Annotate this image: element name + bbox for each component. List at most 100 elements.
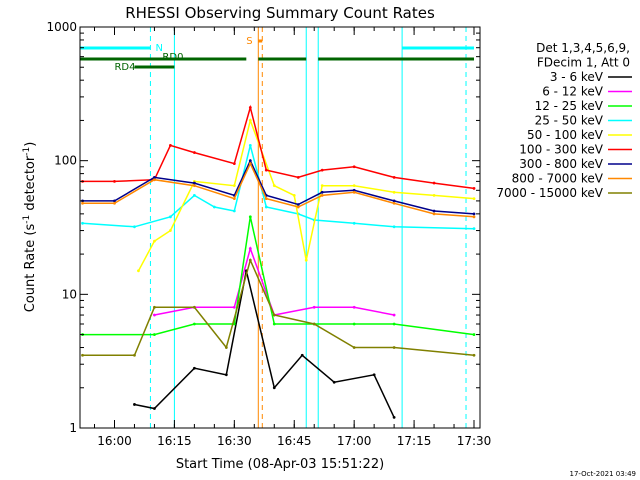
series-point-1-3 <box>248 247 252 250</box>
series-point-4-9 <box>320 184 324 188</box>
series-point-2-8 <box>392 322 396 326</box>
legend-header-0: Det 1,3,4,5,6,9, <box>536 41 630 55</box>
series-point-6-5 <box>248 159 252 163</box>
series-point-6-1 <box>113 199 116 203</box>
y-tick-label-2: 100 <box>54 154 77 168</box>
legend-label-6: 300 - 800 keV <box>519 157 603 171</box>
series-point-0-6 <box>300 353 304 357</box>
x-tick-label-2: 16:30 <box>217 434 252 448</box>
series-point-1-7 <box>392 313 396 317</box>
series-point-5-9 <box>320 168 324 172</box>
legend-label-0: 3 - 6 keV <box>550 70 604 84</box>
legend-header-1: FDecim 1, Att 0 <box>537 56 630 70</box>
series-point-7-11 <box>432 212 436 216</box>
series-point-5-11 <box>392 175 396 179</box>
series-point-3-11 <box>392 225 396 229</box>
series-point-3-7 <box>264 205 268 209</box>
series-point-8-4 <box>224 346 228 349</box>
series-line-8 <box>82 257 475 357</box>
series-point-4-11 <box>392 190 396 194</box>
series-point-6-9 <box>352 188 356 192</box>
series-point-0-3 <box>224 373 228 377</box>
y-axis-label-main: Count Rate (s <box>23 224 38 313</box>
legend-label-5: 100 - 300 keV <box>519 143 603 157</box>
series-point-5-7 <box>264 168 268 172</box>
chart-title: RHESSI Observing Summary Count Rates <box>125 4 435 22</box>
legend-label-2: 12 - 25 keV <box>535 99 604 113</box>
series-point-6-12 <box>472 212 476 216</box>
legend-label-8: 7000 - 15000 keV <box>496 186 603 200</box>
x-tick-label-1: 16:15 <box>157 434 192 448</box>
series-point-4-4 <box>232 184 236 188</box>
series-point-4-13 <box>472 197 476 201</box>
annotation-n: N <box>155 43 162 54</box>
series-point-8-2 <box>153 305 156 309</box>
series-point-2-5 <box>272 322 276 326</box>
series-line-5 <box>82 104 475 190</box>
series-point-1-5 <box>312 305 316 309</box>
series-point-2-2 <box>192 322 196 326</box>
series-point-4-6 <box>272 184 276 188</box>
series-point-5-12 <box>432 181 436 185</box>
series-point-7-2 <box>153 178 156 182</box>
legend-label-3: 25 - 50 keV <box>535 114 604 128</box>
series-point-3-10 <box>352 221 356 225</box>
series-point-8-7 <box>312 322 316 326</box>
series-point-3-2 <box>169 215 172 219</box>
x-tick-label-3: 16:45 <box>277 434 312 448</box>
plot-frame <box>79 26 481 429</box>
series-point-7-10 <box>392 201 396 205</box>
legend-label-4: 50 - 100 keV <box>527 128 604 142</box>
series-point-5-1 <box>113 179 116 183</box>
annotation-s: S <box>246 36 252 47</box>
y-axis-label-end: ) <box>23 142 38 147</box>
series-point-0-0 <box>133 403 136 406</box>
y-tick-label-0: 1 <box>69 421 77 435</box>
series-point-5-10 <box>352 165 356 169</box>
series-point-4-10 <box>352 184 356 188</box>
series-point-4-5 <box>248 119 252 122</box>
series-point-3-1 <box>133 225 136 229</box>
series-point-4-1 <box>153 239 156 243</box>
y-axis-label: Count Rate (s-1 detector-1) <box>22 142 38 313</box>
series-point-5-13 <box>472 187 476 190</box>
series-point-7-5 <box>248 162 252 166</box>
series-point-3-0 <box>81 221 84 225</box>
series-point-3-5 <box>232 209 236 213</box>
series-point-7-12 <box>472 215 476 219</box>
y-axis-label-mid: detector <box>23 155 38 215</box>
x-tick-label-4: 17:00 <box>337 434 372 448</box>
series-point-5-4 <box>192 151 196 154</box>
series-point-6-3 <box>192 181 196 185</box>
series-point-7-0 <box>81 201 84 205</box>
series-point-3-6 <box>248 144 252 147</box>
y-tick-label-1: 10 <box>62 287 77 301</box>
series-point-5-8 <box>296 175 300 179</box>
series-point-0-1 <box>153 407 156 410</box>
series-point-6-2 <box>153 175 156 179</box>
series-point-7-8 <box>320 193 324 197</box>
series-point-0-5 <box>272 386 276 390</box>
y-tick-label-3: 1000 <box>46 20 77 34</box>
x-tick-label-6: 17:30 <box>457 434 492 448</box>
series-point-3-4 <box>212 205 216 209</box>
x-axis-label: Start Time (08-Apr-03 15:51:22) <box>176 457 384 472</box>
series-point-7-6 <box>264 197 268 201</box>
x-tick-label-5: 17:15 <box>397 434 432 448</box>
series-point-8-0 <box>81 353 84 357</box>
series-point-8-8 <box>352 346 356 349</box>
series-point-8-9 <box>392 346 396 349</box>
series-point-1-6 <box>352 305 356 309</box>
series-point-5-3 <box>169 144 172 147</box>
series-point-2-1 <box>153 333 156 336</box>
series-line-4 <box>137 117 475 272</box>
series-point-6-7 <box>296 203 300 206</box>
series-point-2-9 <box>472 333 476 336</box>
series-point-3-12 <box>472 227 476 231</box>
series-point-6-8 <box>320 190 324 194</box>
series-point-5-5 <box>232 162 236 166</box>
legend-label-7: 800 - 7000 keV <box>512 172 604 186</box>
annotation-rd0: RD0 <box>162 52 183 63</box>
annotation-rd4: RD4 <box>114 62 135 73</box>
